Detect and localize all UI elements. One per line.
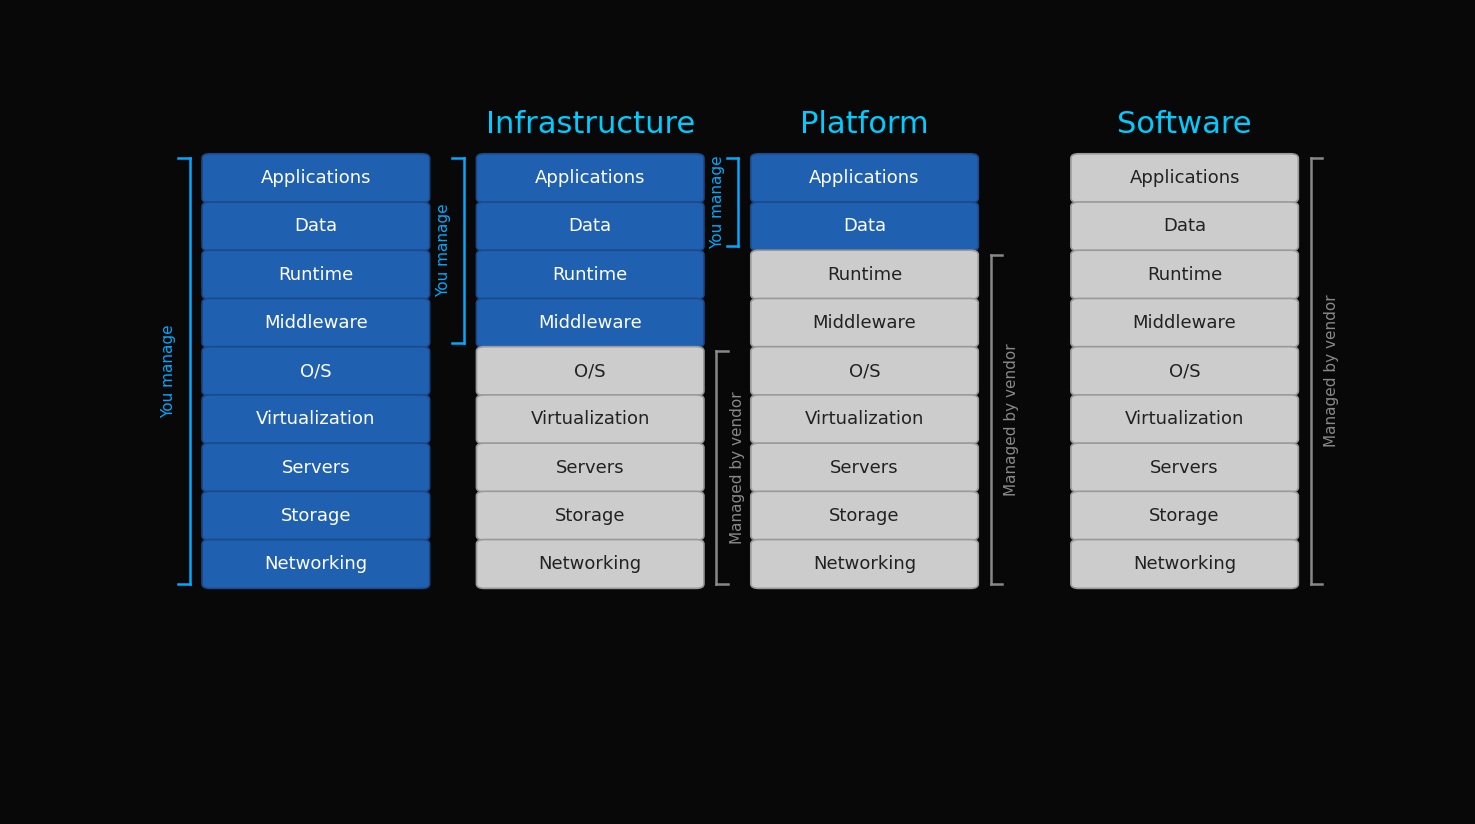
Text: Servers: Servers	[556, 458, 624, 476]
FancyBboxPatch shape	[751, 540, 978, 588]
FancyBboxPatch shape	[751, 298, 978, 347]
Text: Managed by vendor: Managed by vendor	[1004, 343, 1019, 495]
Text: Middleware: Middleware	[538, 314, 642, 332]
Text: Storage: Storage	[555, 507, 625, 525]
FancyBboxPatch shape	[751, 395, 978, 443]
Text: You manage: You manage	[161, 325, 177, 418]
Text: Data: Data	[569, 218, 612, 236]
FancyBboxPatch shape	[476, 443, 704, 492]
FancyBboxPatch shape	[202, 395, 429, 443]
Text: Storage: Storage	[1149, 507, 1220, 525]
Text: Virtualization: Virtualization	[805, 410, 925, 428]
Text: Virtualization: Virtualization	[531, 410, 650, 428]
Text: Networking: Networking	[264, 555, 367, 573]
Text: Applications: Applications	[261, 169, 372, 187]
Text: Managed by vendor: Managed by vendor	[1325, 295, 1339, 447]
Text: Storage: Storage	[829, 507, 900, 525]
FancyBboxPatch shape	[1071, 395, 1298, 443]
Text: O/S: O/S	[848, 362, 881, 380]
FancyBboxPatch shape	[751, 250, 978, 299]
Text: Data: Data	[844, 218, 886, 236]
Text: Data: Data	[295, 218, 338, 236]
FancyBboxPatch shape	[1071, 540, 1298, 588]
Text: Data: Data	[1164, 218, 1207, 236]
FancyBboxPatch shape	[202, 491, 429, 541]
FancyBboxPatch shape	[751, 154, 978, 203]
FancyBboxPatch shape	[751, 491, 978, 541]
FancyBboxPatch shape	[1071, 298, 1298, 347]
FancyBboxPatch shape	[476, 491, 704, 541]
FancyBboxPatch shape	[202, 347, 429, 396]
FancyBboxPatch shape	[1071, 347, 1298, 396]
Text: Networking: Networking	[1133, 555, 1236, 573]
FancyBboxPatch shape	[202, 154, 429, 203]
FancyBboxPatch shape	[476, 250, 704, 299]
FancyBboxPatch shape	[751, 202, 978, 250]
Text: You manage: You manage	[709, 156, 726, 249]
FancyBboxPatch shape	[202, 298, 429, 347]
FancyBboxPatch shape	[202, 540, 429, 588]
Text: O/S: O/S	[574, 362, 606, 380]
FancyBboxPatch shape	[476, 154, 704, 203]
FancyBboxPatch shape	[202, 443, 429, 492]
FancyBboxPatch shape	[202, 250, 429, 299]
Text: Managed by vendor: Managed by vendor	[730, 391, 745, 544]
Text: Storage: Storage	[280, 507, 351, 525]
FancyBboxPatch shape	[476, 202, 704, 250]
Text: You manage: You manage	[435, 204, 451, 297]
FancyBboxPatch shape	[751, 347, 978, 396]
FancyBboxPatch shape	[1071, 202, 1298, 250]
Text: Runtime: Runtime	[1148, 265, 1223, 283]
FancyBboxPatch shape	[476, 540, 704, 588]
Text: O/S: O/S	[1168, 362, 1201, 380]
FancyBboxPatch shape	[476, 298, 704, 347]
Text: Runtime: Runtime	[279, 265, 354, 283]
Text: Runtime: Runtime	[553, 265, 628, 283]
Text: Middleware: Middleware	[813, 314, 916, 332]
Text: Virtualization: Virtualization	[257, 410, 376, 428]
Text: Middleware: Middleware	[1133, 314, 1236, 332]
Text: Applications: Applications	[535, 169, 646, 187]
Text: Servers: Servers	[282, 458, 350, 476]
Text: Applications: Applications	[810, 169, 920, 187]
Text: O/S: O/S	[299, 362, 332, 380]
Text: Platform: Platform	[801, 110, 929, 138]
FancyBboxPatch shape	[1071, 250, 1298, 299]
Text: Middleware: Middleware	[264, 314, 367, 332]
FancyBboxPatch shape	[1071, 154, 1298, 203]
Text: Applications: Applications	[1130, 169, 1240, 187]
FancyBboxPatch shape	[202, 202, 429, 250]
Text: Infrastructure: Infrastructure	[485, 110, 695, 138]
Text: Runtime: Runtime	[827, 265, 903, 283]
Text: Virtualization: Virtualization	[1125, 410, 1245, 428]
Text: Servers: Servers	[830, 458, 898, 476]
Text: Servers: Servers	[1150, 458, 1218, 476]
FancyBboxPatch shape	[476, 347, 704, 396]
FancyBboxPatch shape	[1071, 443, 1298, 492]
FancyBboxPatch shape	[476, 395, 704, 443]
FancyBboxPatch shape	[751, 443, 978, 492]
FancyBboxPatch shape	[1071, 491, 1298, 541]
Text: Networking: Networking	[813, 555, 916, 573]
Text: Networking: Networking	[538, 555, 642, 573]
Text: Software: Software	[1117, 110, 1252, 138]
